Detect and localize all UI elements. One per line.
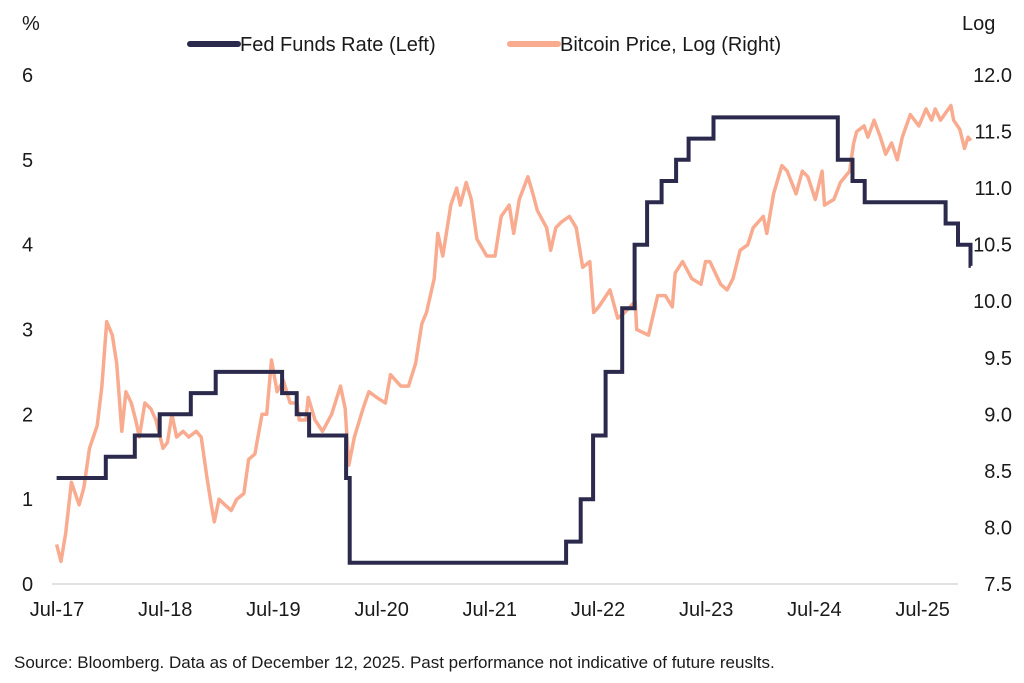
- x-tick-label: Jul-25: [895, 599, 949, 621]
- right-tick-label: 10.0: [973, 291, 1012, 313]
- left-tick-label: 0: [22, 574, 33, 596]
- right-tick-label: 11.0: [975, 178, 1012, 200]
- x-tick-label: Jul-21: [463, 599, 517, 621]
- x-tick-label: Jul-17: [30, 599, 84, 621]
- x-tick-label: Jul-23: [679, 599, 733, 621]
- right-tick-label: 11.5: [975, 122, 1012, 144]
- fed-funds-rate-line: [56, 115, 973, 565]
- x-tick-label: Jul-20: [354, 599, 408, 621]
- left-tick-label: 3: [22, 320, 33, 342]
- right-tick-label: 10.5: [973, 235, 1012, 257]
- left-tick-label: 4: [22, 235, 33, 257]
- left-tick-label: 6: [22, 65, 33, 87]
- legend-label-bitcoin: Bitcoin Price, Log (Right): [560, 34, 781, 56]
- right-tick-label: 7.5: [984, 574, 1012, 596]
- right-tick-label: 9.0: [984, 404, 1012, 426]
- right-tick-label: 8.5: [984, 461, 1012, 483]
- bitcoin-price-line: [54, 103, 973, 564]
- x-tick-label: Jul-22: [571, 599, 625, 621]
- right-tick-label: 8.0: [984, 517, 1012, 539]
- left-axis-label: %: [22, 13, 40, 35]
- x-tick-label: Jul-18: [138, 599, 192, 621]
- left-tick-label: 2: [22, 404, 33, 426]
- left-tick-label: 5: [22, 150, 33, 172]
- x-tick-label: Jul-19: [246, 599, 300, 621]
- legend: Fed Funds Rate (Left) Bitcoin Price, Log…: [187, 34, 781, 56]
- right-tick-label: 12.0: [973, 65, 1012, 87]
- right-axis-label: Log: [962, 13, 995, 35]
- left-tick-label: 1: [22, 489, 33, 511]
- source-note: Source: Bloomberg. Data as of December 1…: [14, 653, 775, 672]
- legend-label-fed-funds: Fed Funds Rate (Left): [240, 34, 436, 56]
- x-tick-label: Jul-24: [787, 599, 841, 621]
- right-tick-label: 9.5: [984, 348, 1012, 370]
